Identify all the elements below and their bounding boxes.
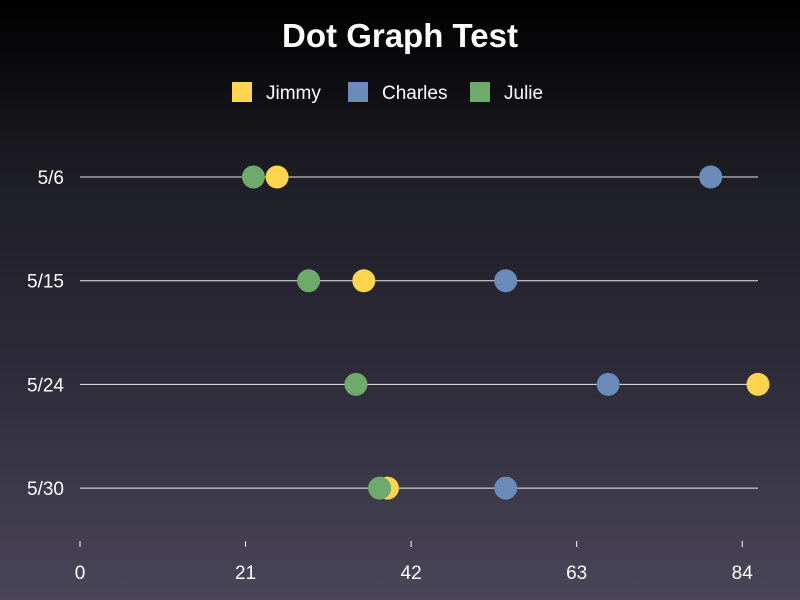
point-charles-5-30: [494, 476, 518, 500]
point-julie-5-15: [297, 269, 321, 293]
x-tick-label: 63: [566, 563, 587, 584]
x-tick-label: 42: [401, 563, 422, 584]
x-axis: 0 21 42 63 84: [75, 541, 754, 584]
category-rows: 5/6 5/15 5/24 5/30: [27, 168, 758, 500]
data-points: [241, 165, 770, 500]
point-jimmy-5-24: [746, 372, 770, 396]
y-tick-label: 5/24: [27, 375, 64, 396]
legend: Jimmy Charles Julie: [232, 82, 543, 104]
legend-swatch-charles: [348, 82, 368, 102]
x-tick-label: 84: [732, 563, 754, 584]
point-jimmy-5-6: [265, 165, 289, 189]
point-charles-5-15: [494, 269, 518, 293]
y-tick-label: 5/30: [27, 479, 64, 500]
point-julie-5-30: [368, 476, 392, 500]
point-jimmy-5-15: [352, 269, 376, 293]
legend-label-jimmy: Jimmy: [266, 83, 321, 104]
x-tick-label: 0: [75, 563, 86, 584]
point-charles-5-6: [699, 165, 723, 189]
point-charles-5-24: [596, 372, 620, 396]
y-tick-label: 5/6: [38, 168, 64, 189]
legend-label-julie: Julie: [504, 83, 543, 104]
point-julie-5-6: [241, 165, 265, 189]
legend-swatch-jimmy: [232, 82, 252, 102]
y-tick-label: 5/15: [27, 272, 64, 293]
x-tick-label: 21: [235, 563, 256, 584]
legend-label-charles: Charles: [382, 83, 447, 104]
legend-swatch-julie: [470, 82, 490, 102]
chart-title: Dot Graph Test: [282, 17, 518, 54]
point-julie-5-24: [344, 372, 368, 396]
